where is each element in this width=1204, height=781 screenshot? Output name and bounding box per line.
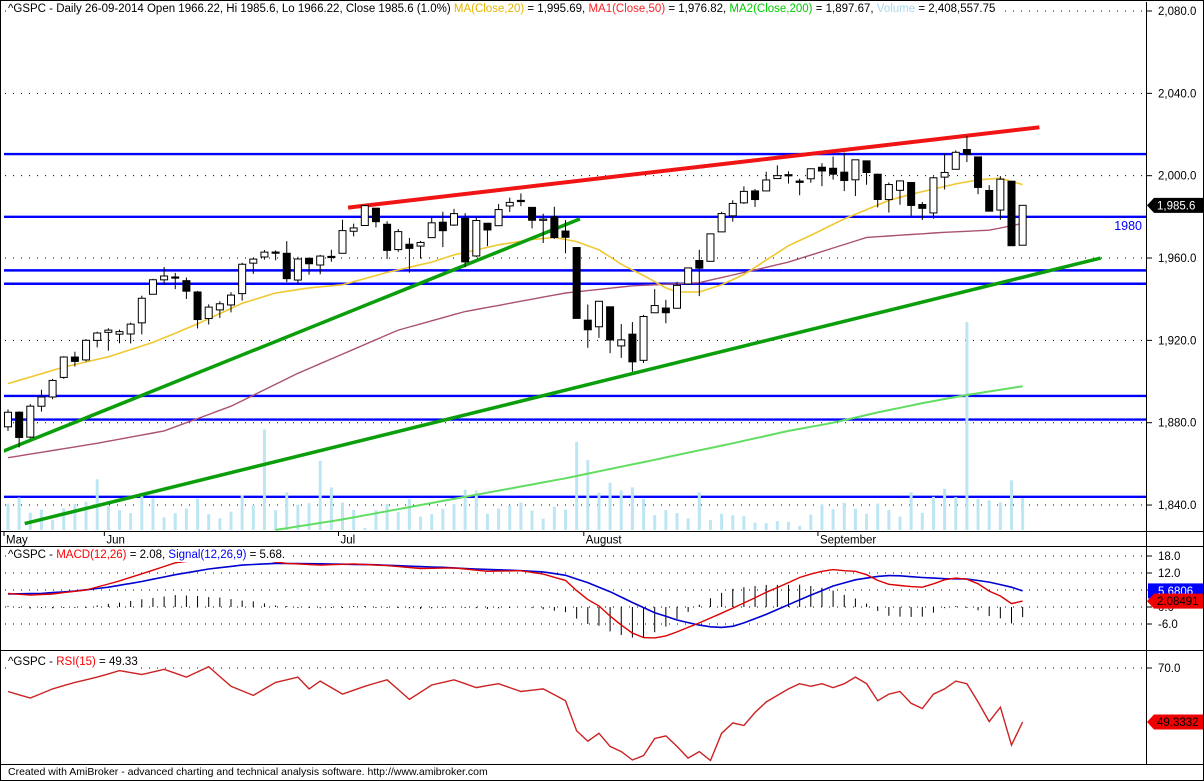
axis-tick-label: -6.0: [1158, 619, 1178, 631]
macd-pane: [5, 555, 1146, 639]
value-badge-text: 49.3332: [1157, 717, 1199, 729]
value-badge-text: 1,985.6: [1157, 200, 1195, 212]
rsi-line: [7, 665, 1024, 762]
price-title-segment: MA(Close,20): [453, 3, 525, 15]
macd-title-segment: Signal(12,26,9): [168, 549, 247, 561]
axis-tick-label: 2,040.0: [1158, 88, 1196, 100]
month-label: May: [6, 535, 28, 547]
macd-title-segment: = 5.68.: [246, 549, 286, 561]
support-resistance-lines: [4, 152, 1146, 499]
axis-tick-label: 1,840.0: [1158, 500, 1196, 512]
trendline-support-green-lower: [24, 256, 1102, 526]
value-badge-text: 2.08491: [1157, 596, 1199, 608]
rsi-title-segment: = 49.33: [95, 656, 138, 668]
ma200-line: [275, 385, 1023, 531]
ma20-line: [7, 177, 1023, 385]
price-title-segment: = 2,408,557.75: [915, 3, 996, 15]
month-label: Jul: [341, 535, 356, 547]
moving-averages: [7, 177, 1023, 531]
hline-1980-label: 1980: [1114, 219, 1142, 233]
axis-tick-label: 2,080.0: [1158, 6, 1196, 18]
axis-tick-label: 70.0: [1158, 663, 1180, 675]
rsi-title-segment: RSI(15): [56, 656, 96, 668]
price-title-segment: Volume: [876, 3, 916, 15]
volume-series: [6, 322, 1025, 530]
price-title-segment: ^GSPC - Daily 26-09-2014 Open 1966.22, H…: [8, 3, 454, 15]
trendline-support-green-upper: [4, 217, 581, 453]
price-title-segment: = 1,995.69,: [524, 3, 589, 15]
axis-tick-label: 2,000.0: [1158, 171, 1196, 183]
right-axis: 2,080.0 2,040.0 2,000.0 1,960.0 1,920.0 1,880…: [1146, 6, 1196, 675]
price-pane-title: ^GSPC - Daily 26-09-2014 Open 1966.22, H…: [8, 3, 999, 16]
rsi-title-segment: ^GSPC -: [8, 656, 57, 668]
price-title-segment: MA1(Close,50): [588, 3, 666, 15]
rsi-pane: [5, 665, 1146, 762]
macd-title-segment: MACD(12,26): [56, 549, 127, 561]
footer-credit: Created with AmiBroker - advanced charti…: [8, 766, 488, 778]
ma50-line: [7, 222, 1023, 459]
axis-tick-label: 1,920.0: [1158, 335, 1196, 347]
month-label: Jun: [106, 535, 125, 547]
macd-title-segment: = 2.08,: [126, 549, 169, 561]
signal-line: [7, 562, 1023, 629]
month-label: August: [586, 535, 623, 547]
axis-tick-label: 12.0: [1158, 568, 1180, 580]
trendlines: [4, 125, 1102, 526]
macd-line: [7, 557, 1023, 639]
annotations: 1980: [1114, 219, 1142, 233]
price-title-segment: = 1,976.82,: [665, 3, 730, 15]
rsi-pane-title: ^GSPC - RSI(15) = 49.33: [8, 656, 141, 669]
candlestick-series: [4, 135, 1027, 448]
macd-pane-title: ^GSPC - MACD(12,26) = 2.08, Signal(12,26…: [8, 549, 289, 562]
axis-tick-label: 18.0: [1158, 551, 1180, 563]
x-axis: May Jun Jul August September: [3, 531, 876, 547]
price-title-segment: = 1,897.67,: [812, 3, 877, 15]
axis-tick-label: 1,960.0: [1158, 253, 1196, 265]
trendline-resistance-red: [347, 125, 1040, 210]
month-label: September: [820, 535, 876, 547]
macd-title-segment: ^GSPC -: [8, 549, 57, 561]
price-title-segment: MA2(Close,200): [729, 3, 813, 15]
axis-tick-label: 1,880.0: [1158, 418, 1196, 430]
